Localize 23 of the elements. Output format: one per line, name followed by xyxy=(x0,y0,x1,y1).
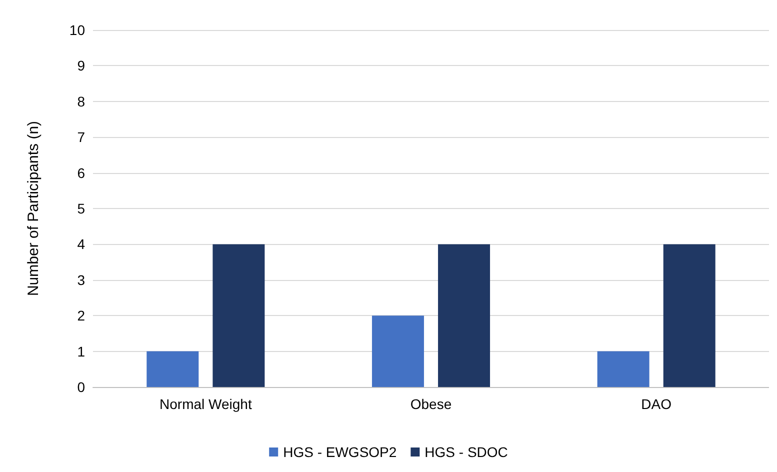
y-tick-label: 8 xyxy=(77,93,86,110)
y-tick-label: 6 xyxy=(77,164,86,181)
y-tick-label: 2 xyxy=(77,308,86,324)
y-tick-label: 5 xyxy=(77,200,86,216)
x-tick-label: Normal Weight xyxy=(160,396,252,412)
y-axis-title: Number of Participants (n) xyxy=(25,120,42,296)
y-tick-label: 1 xyxy=(77,343,86,360)
bar xyxy=(438,244,490,387)
bar xyxy=(146,351,199,387)
x-tick-label: DAO xyxy=(641,396,672,412)
bar xyxy=(372,316,424,387)
y-tick-label: 9 xyxy=(77,58,86,74)
bar xyxy=(597,351,650,387)
y-tick-label: 0 xyxy=(77,379,86,395)
y-tick-label: 3 xyxy=(77,272,86,288)
x-tick-label: Obese xyxy=(410,396,452,412)
legend-label: HGS - SDOC xyxy=(424,444,508,460)
bar xyxy=(212,244,265,387)
y-tick-label: 4 xyxy=(77,236,86,252)
y-tick-label: 10 xyxy=(69,22,86,38)
bar xyxy=(663,244,716,387)
y-tick-label: 7 xyxy=(77,129,86,146)
legend-label: HGS - EWGSOP2 xyxy=(283,444,397,460)
